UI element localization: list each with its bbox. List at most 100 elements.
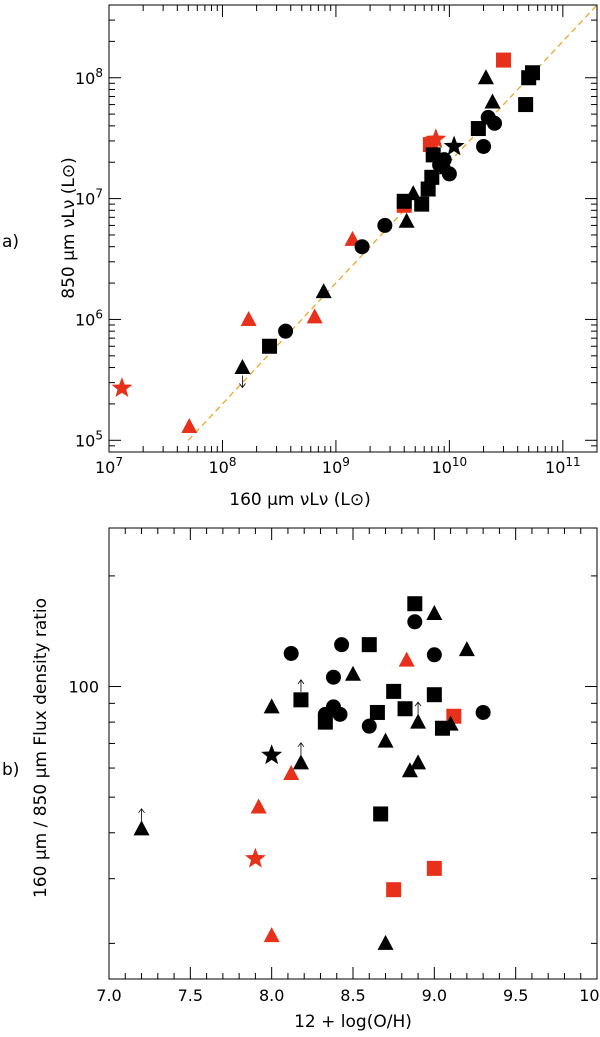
panel-b-point-triangle-black: [345, 665, 361, 681]
panel-b-point-square-black: [369, 704, 385, 720]
panel-b-point-triangle-black: [410, 754, 427, 770]
panel-b-point-triangle-red: [398, 651, 415, 667]
panel-a-x-tick-label: 108: [208, 455, 236, 477]
panel-a-y-tick-label: 105: [75, 428, 103, 450]
panel-b-point-circle-black: [283, 645, 299, 661]
panel-b-point-triangle-black: [426, 605, 443, 621]
panel-b-point-triangle-black-limit-arrow: [297, 742, 305, 755]
panel-a-y-tick-label: 107: [75, 187, 103, 209]
panel-a-point-square-black: [420, 181, 436, 197]
panel-b-point-triangle-black: [442, 715, 459, 731]
panel-b-point-star-red: [244, 847, 266, 868]
panel-b-point-circle-black: [325, 669, 341, 685]
panel-a-point-square-black: [414, 196, 430, 212]
panel-b-point-square-red: [386, 882, 402, 898]
panel-b-x-tick-label: 7.0: [96, 986, 121, 1005]
panel-a-point-square-black: [424, 169, 440, 185]
panel-b-x-tick-label: 8.0: [259, 986, 284, 1005]
panel-b-point-triangle-black: [292, 754, 309, 770]
panel-a-point-square-black: [262, 338, 278, 354]
panel-b-point-square-black: [407, 596, 423, 612]
panel-b-point-square-black: [426, 687, 442, 703]
panel-b-point-triangle-black: [377, 732, 394, 748]
panel-a-point-triangle-black-limit-arrow: [239, 375, 246, 389]
panel-a-point-triangle-red: [240, 310, 257, 326]
panel-b-frame: [108, 527, 598, 980]
panel-b-point-square-black: [373, 806, 389, 822]
panel-a-x-axis-title: 160 μm νLν (L⊙): [229, 490, 370, 510]
panel-b-tick-labels: 7.0 7.5 8.0 8.5 9.0 9.5 10.0 100: [68, 678, 600, 1005]
panel-a-tick-labels: 107 108 109 1010 1011 105 106 107 108: [75, 66, 581, 477]
panel-a-point-square-black: [524, 65, 540, 81]
panel-a-point-circle-black: [476, 138, 492, 154]
panel-b-x-tick-label: 9.5: [503, 986, 528, 1005]
panel-a-ticks: [108, 4, 598, 453]
panel-a-y-axis-title: 850 μm νLν (L⊙): [59, 157, 79, 298]
panel-a-y-tick-label: 106: [75, 307, 103, 329]
panel-b-point-star-black: [261, 744, 283, 765]
panel-b-point-square-black: [397, 701, 413, 717]
panel-a-x-tick-label: 109: [322, 455, 350, 477]
panel-b-point-triangle-black: [263, 698, 280, 714]
panel-a-point-triangle-black: [477, 69, 494, 85]
panel-a-point-square-black: [518, 97, 534, 113]
panel-b-point-triangle-black-limit-arrow: [138, 808, 145, 821]
panel-a-y-tick-label: 108: [75, 66, 103, 88]
panel-b-point-triangle-black: [133, 820, 150, 836]
panel-a-point-star-red: [425, 128, 447, 149]
panel-a-point-circle-black: [487, 115, 503, 131]
panel-b-point-circle-black: [361, 718, 377, 734]
panel-a-point-circle-black: [377, 217, 393, 233]
panel-a-x-tick-label: 1010: [432, 455, 468, 477]
panel-b-point-square-black: [293, 692, 309, 708]
panel-b-point-circle-black: [334, 637, 350, 653]
panel-b-point-triangle-black: [401, 762, 418, 778]
panel-b-y-tick-label: 100: [68, 678, 99, 697]
panel-b-points: [133, 596, 491, 950]
panel-a-point-triangle-red: [181, 418, 198, 434]
panel-b-point-square-black: [386, 683, 402, 699]
panel-b-x-tick-label: 9.0: [422, 986, 447, 1005]
panel-a: 107 108 109 1010 1011 105 106 107 108 a) 160 μm …: [2, 4, 598, 510]
panel-b-point-circle-black: [332, 706, 348, 722]
panel-a-point-triangle-black: [484, 93, 501, 109]
panel-b-label: b): [2, 760, 19, 780]
panel-a-point-triangle-black: [398, 212, 415, 228]
panel-b-x-tick-label: 8.5: [340, 986, 365, 1005]
panel-b-point-square-black: [361, 637, 377, 653]
panel-a-frame: [108, 4, 598, 453]
panel-a-point-star-red: [111, 377, 133, 398]
panel-a-point-triangle-red: [306, 308, 323, 324]
panel-b-point-square-red: [426, 860, 442, 876]
panel-b-x-axis-title: 12 + log(O/H): [294, 1012, 412, 1032]
panel-b-point-triangle-black: [410, 713, 427, 729]
panel-b: 7.0 7.5 8.0 8.5 9.0 9.5 10.0 100 b) 12 + log(O/…: [2, 527, 600, 1032]
panel-a-point-triangle-black: [405, 185, 422, 201]
panel-b-x-tick-label: 10.0: [579, 986, 600, 1005]
panel-b-point-circle-black: [426, 647, 442, 663]
panel-a-point-circle-black: [354, 239, 370, 255]
panel-a-point-square-black: [470, 121, 486, 137]
panel-a-points: [111, 52, 540, 434]
panel-a-point-star-black: [443, 135, 465, 156]
panel-a-x-tick-label: 1011: [545, 455, 581, 477]
panel-b-point-triangle-red: [263, 927, 280, 943]
panel-a-label: a): [2, 232, 19, 252]
panel-a-point-circle-black: [278, 323, 294, 339]
panel-b-point-square-black-limit-arrow: [297, 679, 305, 692]
panel-b-x-tick-label: 7.5: [178, 986, 203, 1005]
panel-a-point-triangle-black: [315, 283, 332, 299]
panel-b-point-triangle-red: [250, 798, 267, 814]
panel-b-point-triangle-black: [377, 934, 394, 950]
panel-b-point-triangle-black-limit-arrow: [414, 701, 422, 715]
panel-a-point-square-red: [496, 52, 512, 68]
panel-b-point-triangle-red: [283, 764, 300, 780]
panel-b-point-triangle-black: [458, 641, 475, 657]
panel-a-x-tick-label: 107: [95, 455, 123, 477]
panel-b-y-axis-title: 160 μm / 850 μm Flux density ratio: [31, 598, 51, 898]
panel-b-ticks: [108, 528, 598, 979]
panel-b-point-circle-black: [407, 614, 423, 630]
panel-a-point-triangle-black: [234, 359, 251, 375]
panel-a-point-triangle-black: [438, 159, 455, 175]
